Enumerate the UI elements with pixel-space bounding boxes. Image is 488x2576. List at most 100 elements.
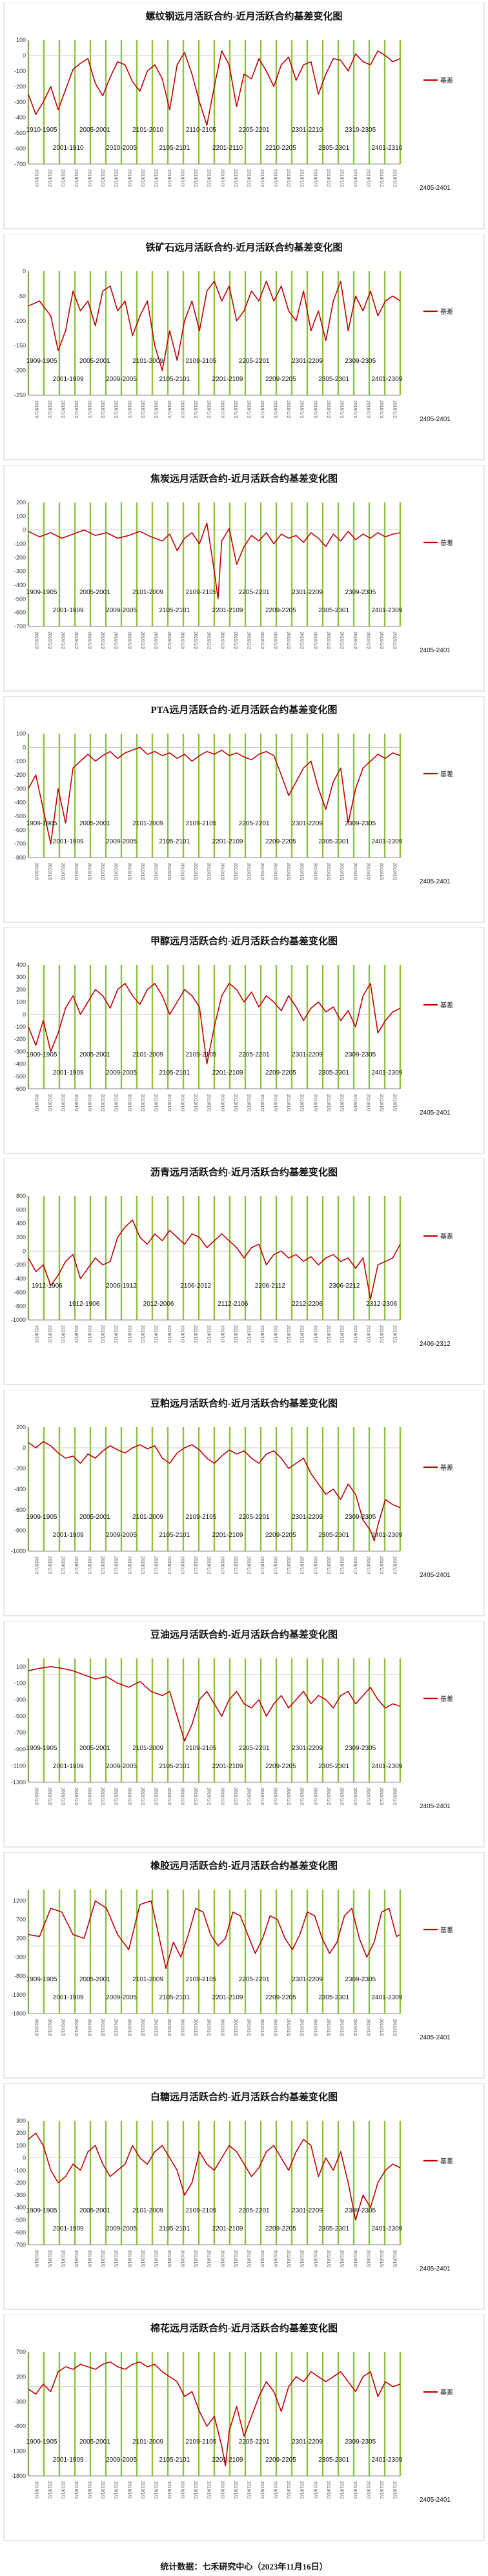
contract-pair-label: 2305-2301 — [318, 1069, 349, 1077]
x-tick-label: 2019/1/2 — [47, 632, 52, 649]
x-tick-label: 2019/1/2 — [273, 400, 278, 418]
y-tick-label: 100 — [16, 513, 26, 519]
contract-pair-label: 2205-2201 — [239, 127, 270, 134]
contract-pair-label: 2205-2201 — [239, 1051, 270, 1058]
contract-pair-label: 2006-1912 — [106, 1283, 137, 1290]
x-tick-label: 2019/1/2 — [392, 863, 397, 880]
x-tick-label: 2019/1/2 — [193, 632, 198, 649]
contract-pair-label: 2101-2009 — [132, 820, 163, 827]
panel-border — [3, 696, 485, 923]
contract-pair-label: 1909-1905 — [26, 1976, 57, 1983]
x-tick-label: 2019/1/2 — [246, 2250, 250, 2267]
y-tick-label: 400 — [16, 962, 26, 968]
y-tick-label: 1200 — [13, 1897, 26, 1904]
contract-pair-label: 2205-2201 — [239, 820, 270, 827]
x-tick-label: 2019/1/2 — [233, 2019, 238, 2036]
x-tick-label: 2019/1/2 — [167, 400, 171, 418]
chart-title: 甲醇远月活跃合约-近月活跃合约基差变化图 — [150, 935, 338, 947]
x-tick-label: 2019/1/2 — [34, 632, 38, 649]
x-tick-label: 2019/1/2 — [286, 2250, 290, 2267]
contract-pair-label: 2305-2301 — [318, 2457, 349, 2464]
x-tick-label: 2019/1/2 — [233, 2481, 238, 2499]
chart-panel: 沥青远月活跃合约-近月活跃合约基差变化图 -1000 -800 -600 -400 -20… — [0, 1159, 488, 1390]
contract-pair-label: 2005-2001 — [79, 1514, 110, 1521]
x-tick-label: 2019/1/2 — [259, 1325, 264, 1343]
chart-svg: 焦炭远月活跃合约-近月活跃合约基差变化图 -700 -600 -500 -400 -300… — [3, 465, 485, 692]
x-tick-label: 2019/1/2 — [207, 400, 211, 418]
x-tick-label: 2019/1/2 — [153, 2250, 158, 2267]
contract-pair-label: 2209-2205 — [265, 2225, 296, 2232]
x-tick-label: 2019/1/2 — [273, 2019, 278, 2036]
x-tick-label: 2019/1/2 — [74, 2019, 78, 2036]
x-tick-label: 2019/1/2 — [366, 1788, 371, 1805]
y-tick-label: 100 — [16, 37, 26, 43]
x-tick-label: 2019/1/2 — [379, 1094, 383, 1111]
x-tick-label: 2019/1/2 — [379, 2019, 383, 2036]
x-tick-label: 2019/1/2 — [273, 2481, 278, 2499]
x-tick-label: 2019/1/2 — [127, 400, 131, 418]
y-tick-label: -200 — [14, 772, 26, 778]
x-tick-label: 2019/1/2 — [259, 1094, 264, 1111]
y-tick-label: -400 — [14, 1275, 26, 1282]
contract-pair-label: 2112-2106 — [218, 1301, 249, 1308]
contract-pair-label: 2005-2001 — [79, 2207, 110, 2214]
x-tick-label: 2019/1/2 — [87, 1556, 92, 1574]
y-tick-label: 0 — [23, 268, 26, 274]
x-tick-label: 2019/1/2 — [193, 1325, 198, 1343]
series-line-basis — [28, 983, 401, 1065]
x-tick-label: 2019/1/2 — [114, 2019, 118, 2036]
y-tick-label: -700 — [14, 1729, 26, 1736]
x-tick-label: 2019/1/2 — [379, 2481, 383, 2499]
x-tick-label: 2019/1/2 — [312, 400, 317, 418]
chart-svg: 豆粕远月活跃合约-近月活跃合约基差变化图 -1000 -800 -600 -400 -20… — [3, 1390, 485, 1616]
x-tick-label: 2019/1/2 — [207, 632, 211, 649]
contract-pair-label: 2201-2109 — [212, 838, 243, 845]
y-tick-label: 800 — [16, 1193, 26, 1199]
y-tick-label: -1300 — [11, 2448, 26, 2455]
contract-pair-label: 2309-2305 — [345, 358, 376, 365]
x-tick-label: 2019/1/2 — [300, 1788, 304, 1805]
contract-pair-label: 2009-2005 — [106, 2457, 137, 2464]
contract-pair-label: 2405-2401 — [420, 2265, 451, 2272]
chart-panel: 豆粕远月活跃合约-近月活跃合约基差变化图 -1000 -800 -600 -400 -20… — [0, 1390, 488, 1621]
y-tick-label: -100 — [14, 1024, 26, 1030]
y-tick-label: 100 — [16, 730, 26, 737]
x-tick-label: 2019/1/2 — [114, 2481, 118, 2499]
x-tick-label: 2019/1/2 — [326, 1788, 330, 1805]
contract-pair-label: 2306-2212 — [329, 1283, 360, 1290]
contract-pair-label: 2401-2309 — [372, 1763, 403, 1770]
x-tick-label: 2019/1/2 — [352, 1788, 357, 1805]
x-tick-label: 2019/1/2 — [379, 169, 383, 187]
x-tick-label: 2019/1/2 — [34, 863, 38, 880]
chart-title: 焦炭远月活跃合约-近月活跃合约基差变化图 — [150, 473, 338, 484]
y-tick-label: -600 — [14, 1507, 26, 1513]
x-tick-label: 2019/1/2 — [127, 169, 131, 187]
contract-pair-label: 2109-2105 — [186, 820, 217, 827]
x-tick-label: 2019/1/2 — [87, 1094, 92, 1111]
x-tick-label: 2019/1/2 — [286, 400, 290, 418]
x-tick-label: 2019/1/2 — [219, 169, 224, 187]
y-tick-label: -200 — [14, 1465, 26, 1472]
x-tick-label: 2019/1/2 — [246, 863, 250, 880]
x-tick-label: 2019/1/2 — [286, 169, 290, 187]
contract-pair-label: 2101-2009 — [132, 358, 163, 365]
x-tick-label: 2019/1/2 — [60, 169, 65, 187]
y-tick-label: -1800 — [11, 2010, 26, 2017]
x-tick-label: 2019/1/2 — [379, 1325, 383, 1343]
y-tick-label: 700 — [16, 1917, 26, 1923]
x-tick-label: 2019/1/2 — [352, 2250, 357, 2267]
y-tick-label: -300 — [14, 1048, 26, 1055]
y-tick-label: -800 — [14, 1303, 26, 1310]
contract-pair-label: 2309-2305 — [345, 589, 376, 596]
contract-pair-label: 2405-2401 — [420, 1572, 451, 1579]
y-tick-label: -700 — [14, 2241, 26, 2248]
y-tick-label: -1300 — [11, 1779, 26, 1786]
x-tick-label: 2019/1/2 — [180, 2481, 185, 2499]
chart-panel: 棉花远月活跃合约-近月活跃合约基差变化图 -1800 -1300 -800 -300 20… — [0, 2314, 488, 2546]
x-tick-label: 2019/1/2 — [326, 1094, 330, 1111]
x-tick-label: 2019/1/2 — [286, 2019, 290, 2036]
legend-label: 基差 — [440, 307, 453, 316]
x-tick-label: 2019/1/2 — [207, 1325, 211, 1343]
panel-border — [3, 234, 485, 460]
chart-panel: 橡胶远月活跃合约-近月活跃合约基差变化图 -1800 -1300 -800 -300 20… — [0, 1852, 488, 2083]
